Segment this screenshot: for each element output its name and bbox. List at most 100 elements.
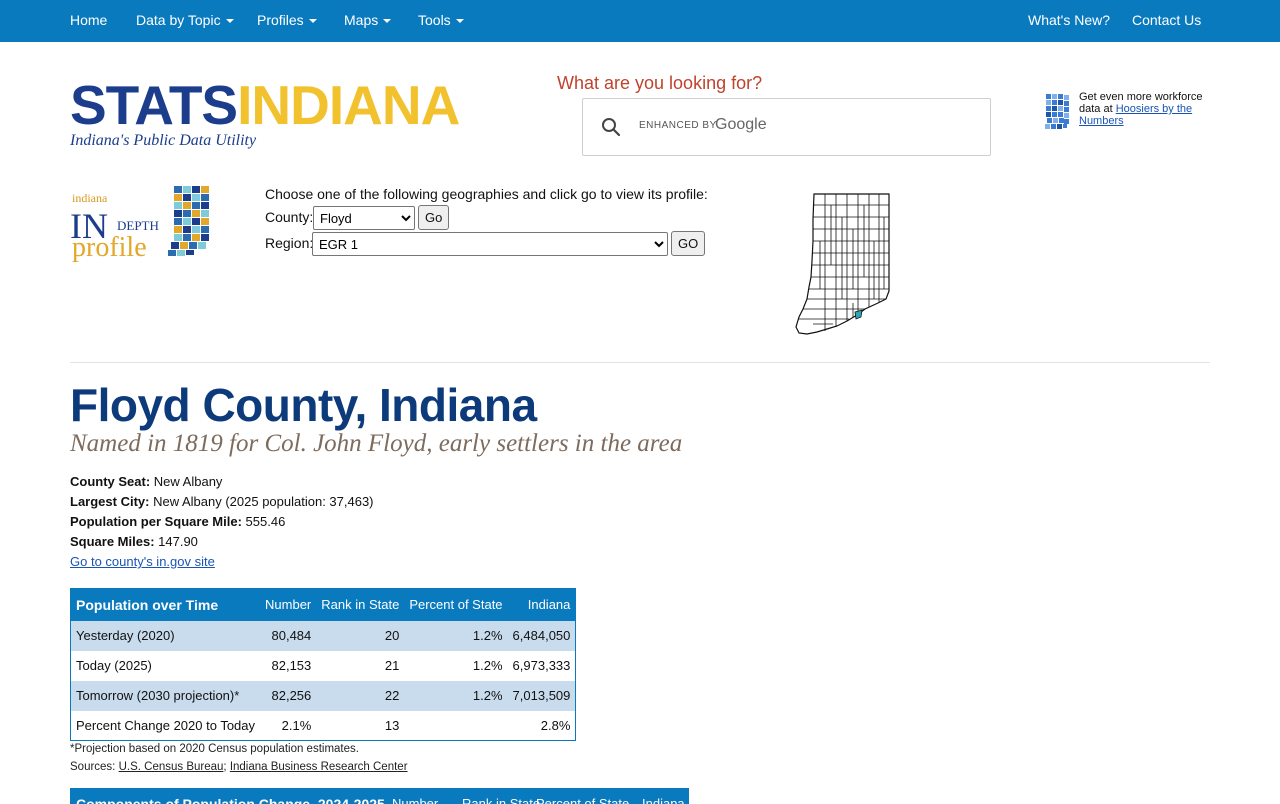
table-cell: 13 [384,717,400,733]
table-cell: 1.2% [404,680,508,711]
fact-largest-city: Largest City: New Albany (2025 populatio… [70,494,374,509]
hoosiers-promo: Get even more workforce data at Hoosiers… [1079,91,1219,127]
indepth-big-text: IN [70,206,108,246]
county-site-link[interactable]: Go to county's in.gov site [70,554,215,569]
fact-label: Largest City: [70,494,150,509]
region-select[interactable]: EGR 1 [312,232,668,256]
search-input[interactable]: ENHANCED BY Google [582,98,991,156]
fact-label: Square Miles: [70,534,155,549]
table-cell: 82,153 [271,658,312,673]
logo-stats: STATS [70,74,238,136]
county-select[interactable]: Floyd [313,206,415,230]
chevron-down-icon [308,19,317,24]
page-title: Floyd County, Indiana [70,379,537,431]
fact-value: 555.46 [241,514,286,529]
indepth-profile-logo: indiana IN DEPTH profile [70,186,209,263]
site-tagline: Indiana's Public Data Utility [70,132,257,149]
table-header-row: Population over Time Number Rank in Stat… [70,588,576,621]
table-cell: Tomorrow (2030 projection)* [70,680,261,711]
sources-label: Sources: [70,761,119,773]
search-enhanced-by: ENHANCED BY [639,120,717,131]
table-sources: Sources: U.S. Census Bureau; Indiana Bus… [70,761,408,773]
table-cell: 6,973,333 [512,658,571,673]
table-header-cell: Rank in State [462,796,541,804]
table-cell: 6,484,050 [507,620,576,651]
table-cell: 2.1% [281,717,312,733]
table-row: Today (2025) 82,153 21 1.2% 6,973,333 [71,651,576,681]
nav-data-by-topic-label: Data by Topic [136,12,221,28]
census-bureau-link[interactable]: U.S. Census Bureau [118,761,224,773]
table-cell: Percent Change 2020 to Today [76,717,256,733]
indepth-depth-text: DEPTH [117,218,159,233]
hoosiers-map-icon [1045,94,1069,129]
table-cell [404,711,507,741]
nav-profiles-label: Profiles [257,12,304,28]
nav-home[interactable]: Home [70,12,108,28]
floyd-county-highlight[interactable] [854,309,863,320]
table-header-cell: Rank in State [316,588,405,621]
ibrc-link[interactable]: Indiana Business Research Center [229,761,408,773]
nav-profiles[interactable]: Profiles [257,0,317,42]
nav-data-by-topic[interactable]: Data by Topic [136,0,234,42]
table-cell: 1.2% [472,658,503,673]
county-label: County: [265,209,314,225]
chevron-down-icon [225,19,234,24]
search-icon[interactable] [601,117,621,137]
fact-square-miles: Square Miles: 147.90 [70,534,198,549]
county-go-button[interactable]: Go [418,205,450,230]
table-header-cell: Population over Time [70,588,261,621]
table-cell: 1.2% [404,620,508,651]
chooser-instruction: Choose one of the following geographies … [265,186,708,202]
logo-indiana: INDIANA [237,74,460,136]
search-label: What are you looking for? [557,73,763,93]
region-label: Region: [265,235,314,251]
sources-separator: ; [223,761,230,773]
fact-density: Population per Square Mile: 555.46 [70,514,285,529]
components-table-header: Components of Population Change, 2024-20… [70,788,689,804]
table-header-cell: Indiana [507,588,576,621]
nav-contact[interactable]: Contact Us [1132,12,1202,28]
table-cell: 80,484 [260,620,317,651]
table-row: Yesterday (2020) 80,484 20 1.2% 6,484,05… [70,620,576,651]
section-divider [70,362,1210,363]
table-footnote: *Projection based on 2020 Census populat… [70,743,359,755]
fact-value: 147.90 [154,534,198,549]
nav-whats-new[interactable]: What's New? [1028,12,1111,28]
fact-label: Population per Square Mile: [70,514,242,529]
fact-label: County Seat: [70,474,151,489]
site-logo[interactable]: STATSINDIANA [70,74,460,136]
chevron-down-icon [383,19,392,24]
hoosiers-link[interactable]: Hoosiers by the Numbers [1079,103,1193,127]
table-cell: 21 [384,658,400,673]
chevron-down-icon [455,19,464,24]
table-row: Percent Change 2020 to Today 2.1% 13 2.8… [71,711,576,741]
table-cell: Yesterday (2020) [70,620,261,651]
indiana-county-map[interactable] [793,191,893,337]
population-table: Population over Time Number Rank in Stat… [70,588,577,741]
components-table-title: Components of Population Change, 2024-20… [76,796,385,804]
table-header-cell: Percent of State [404,588,508,621]
table-header-cell: Number [260,588,317,621]
google-logo: Google [715,116,767,133]
table-row: Tomorrow (2030 projection)* 82,256 22 1.… [70,680,576,711]
indepth-profile-text: profile [72,232,147,263]
table-header-cell: Indiana [642,796,685,804]
region-go-button[interactable]: GO [671,231,706,256]
table-header-cell: Number [392,796,439,804]
nav-tools[interactable]: Tools [418,0,464,42]
nav-maps-label: Maps [344,12,379,28]
table-cell: 20 [316,620,405,651]
indepth-small-text: indiana [72,191,108,205]
table-cell: 22 [316,680,405,711]
top-nav: Home Data by Topic Profiles Maps Tools W… [0,0,1280,42]
fact-value: New Albany [150,474,223,489]
nav-maps[interactable]: Maps [344,0,392,42]
table-cell: 82,256 [260,680,317,711]
nav-tools-label: Tools [418,12,451,28]
fact-county-seat: County Seat: New Albany [70,474,222,489]
table-cell: 7,013,509 [507,680,576,711]
table-header-cell: Percent of State [536,796,630,804]
table-cell: 2.8% [540,717,571,733]
fact-value: New Albany (2025 population: 37,463) [149,494,374,509]
table-cell: Today (2025) [76,658,152,673]
